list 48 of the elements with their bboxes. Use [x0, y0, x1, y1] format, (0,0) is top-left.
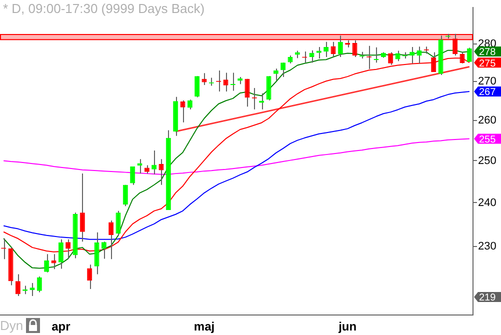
text: 219	[479, 292, 496, 304]
data-label: 267	[479, 87, 496, 98]
candlestick	[244, 78, 250, 108]
x-tick-label: maj	[194, 320, 215, 334]
candlestick	[101, 241, 106, 260]
candlestick	[137, 158, 142, 174]
candlestick	[223, 72, 228, 92]
chart-title: * D, 09:00-17:30 (9999 Days Back)	[3, 1, 205, 16]
candlestick	[202, 72, 207, 86]
candlestick	[230, 72, 236, 92]
candlestick	[180, 100, 186, 123]
candlestick	[116, 210, 121, 236]
candlestick	[58, 238, 64, 270]
candlestick	[130, 166, 136, 186]
x-tick-label: apr	[52, 320, 71, 334]
candlestick	[280, 62, 286, 78]
candlestick	[87, 264, 92, 290]
candlestick	[338, 35, 343, 58]
candlestick	[187, 99, 192, 110]
y-tick-label: 260	[478, 114, 496, 126]
candlestick	[324, 41, 329, 58]
y-tick-label: 240	[478, 196, 496, 209]
candlestick	[158, 158, 164, 186]
data-label: 278	[479, 47, 496, 58]
candlestick	[122, 184, 128, 207]
candlestick	[330, 41, 336, 58]
candlestick	[152, 150, 157, 175]
candlestick	[266, 76, 272, 101]
candlestick	[36, 276, 42, 293]
y-tick-label: 230	[478, 240, 496, 253]
candlestick	[374, 46, 379, 64]
candlestick	[15, 274, 20, 297]
candlestick	[416, 46, 422, 64]
candlestick	[309, 50, 314, 64]
x-tick-label: jun	[338, 320, 357, 334]
candlestick	[273, 68, 278, 81]
text: Dyn	[0, 318, 24, 333]
candlestick	[44, 254, 50, 273]
candlestick	[30, 282, 35, 297]
candlestick	[395, 50, 400, 62]
y-tick-label: 250	[478, 154, 496, 167]
data-label: 255	[479, 134, 496, 146]
y-tick-label: 270	[478, 76, 496, 88]
data-label: 275	[479, 58, 496, 70]
candlestick	[316, 46, 322, 60]
candlestick	[94, 232, 100, 275]
candlestick	[80, 173, 85, 242]
candlestick	[194, 76, 200, 98]
